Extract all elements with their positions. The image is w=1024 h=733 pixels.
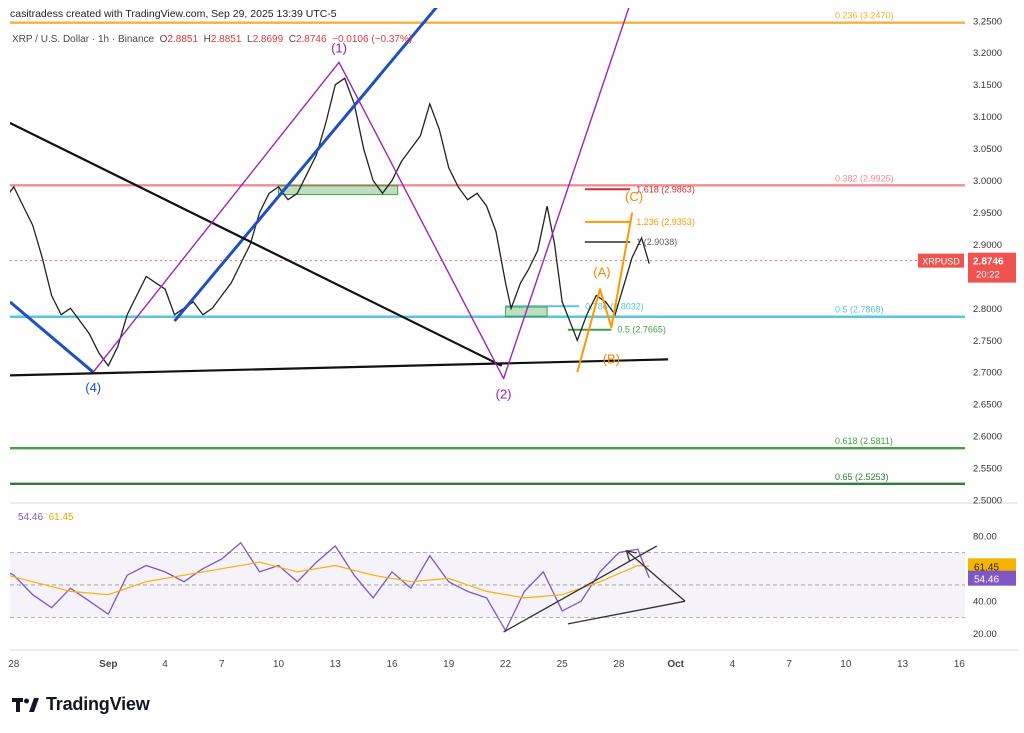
y-tick-label: 3.0000	[973, 176, 1002, 187]
symbol-legend: XRP / U.S. Dollar · 1h · Binance O2.8851…	[12, 34, 412, 45]
ext-level-label: 1.618 (2.9863)	[636, 184, 695, 194]
y-tick-label: 2.9000	[973, 240, 1002, 251]
rsi-series-line	[10, 541, 650, 632]
rsi-y-tick-label: 20.00	[973, 629, 997, 640]
wave-label: (A)	[593, 265, 610, 280]
x-tick-label: 28	[8, 659, 20, 670]
chart-credit: casitradess created with TradingView.com…	[10, 8, 337, 20]
y-tick-label: 2.7500	[973, 336, 1002, 347]
low-value: 2.8699	[252, 34, 284, 45]
x-tick-label: 10	[840, 659, 852, 670]
y-tick-label: 2.5500	[973, 464, 1002, 475]
brand-name: TradingView	[46, 694, 150, 714]
x-tick-label: Sep	[99, 659, 117, 670]
x-tick-label: Oct	[667, 659, 684, 670]
rsi-ma-series-line	[10, 561, 650, 599]
x-tick-label: 4	[162, 659, 168, 670]
rsi-ma-axis-tag	[968, 558, 1016, 574]
last-price-symbol-tag	[918, 253, 964, 268]
ext-level-label: 1 (2.9038)	[636, 237, 677, 247]
open-label: O	[159, 34, 168, 45]
y-tick-label: 2.5000	[973, 496, 1002, 507]
x-tick-label: 16	[954, 659, 966, 670]
close-value: 2.8746	[295, 34, 327, 45]
y-tick-label: 2.9500	[973, 208, 1002, 219]
rsi-ma-axis-value: 61.45	[974, 562, 999, 573]
wave-label: (1)	[331, 40, 347, 55]
y-tick-label: 2.7000	[973, 368, 1002, 379]
y-tick-label: 3.1500	[973, 80, 1002, 91]
rsi-legend-value: 54.46	[18, 512, 44, 523]
fib-level-label: 0.382 (2.9925)	[835, 173, 894, 183]
trend-line	[173, 8, 438, 323]
rsi-legend: 54.46 61.45	[18, 512, 74, 523]
trend-line	[10, 300, 95, 374]
fib-level-label: 0.618 (2.5811)	[835, 436, 893, 446]
y-tick-label: 2.8000	[973, 304, 1002, 315]
wave-label: (C)	[625, 189, 643, 204]
last-price-time: 20:22	[976, 270, 1000, 281]
rsi-ma-legend-value: 61.45	[48, 512, 74, 523]
wave-label: (B)	[603, 351, 620, 366]
rsi-y-tick-label: 80.00	[973, 532, 997, 543]
x-tick-label: 25	[557, 659, 569, 670]
wave-label: (2)	[496, 387, 512, 402]
support-zone	[278, 185, 399, 196]
x-tick-label: 10	[273, 659, 285, 670]
ext-level-label: 1.236 (2.9353)	[636, 217, 695, 227]
fib-level-label: 0.236 (3.2470)	[835, 11, 894, 21]
rsi-trend-line	[567, 600, 686, 625]
trend-line	[10, 358, 669, 377]
y-tick-label: 3.0500	[973, 144, 1002, 155]
last-price-axis-tag	[968, 252, 1016, 283]
rsi-trend-line	[503, 545, 658, 633]
x-tick-label: 28	[613, 659, 625, 670]
trend-line	[576, 212, 634, 373]
trend-line	[92, 8, 630, 380]
x-tick-label: 16	[386, 659, 398, 670]
y-tick-label: 3.1000	[973, 112, 1002, 123]
symbol-name: XRP / U.S. Dollar · 1h · Binance	[12, 34, 155, 45]
wave-label: (4)	[85, 380, 101, 395]
trend-line	[10, 122, 503, 367]
rsi-trend-line	[626, 550, 686, 602]
fib-level-label: 0.5 (2.7868)	[835, 305, 884, 315]
change-value: −0.0106 (−0.37%)	[332, 34, 413, 45]
last-price-value: 2.8746	[973, 257, 1004, 268]
x-tick-label: 4	[730, 659, 736, 670]
tradingview-icon	[12, 697, 39, 712]
low-label: L	[247, 34, 253, 45]
y-tick-label: 2.6000	[973, 432, 1002, 443]
y-tick-label: 2.6500	[973, 400, 1002, 411]
ext-level-label: 0.5 (2.7665)	[617, 325, 666, 335]
price-series-line	[10, 77, 650, 368]
tradingview-logo[interactable]: TradingView	[12, 694, 150, 715]
x-tick-label: 7	[219, 659, 225, 670]
open-value: 2.8851	[167, 34, 199, 45]
x-tick-label: 22	[500, 659, 512, 670]
y-tick-label: 3.2000	[973, 48, 1002, 59]
last-price-symbol: XRPUSD	[922, 257, 960, 267]
x-tick-label: 13	[897, 659, 909, 670]
fib-level-label: 0.65 (2.5253)	[835, 472, 889, 482]
y-tick-label: 3.2500	[973, 16, 1002, 27]
rsi-axis-tag	[968, 570, 1016, 586]
x-tick-label: 13	[330, 659, 342, 670]
rsi-arrow-head	[625, 549, 637, 562]
high-value: 2.8851	[210, 34, 242, 45]
x-tick-label: 19	[443, 659, 455, 670]
close-label: C	[288, 34, 296, 45]
rsi-axis-value: 54.46	[974, 575, 999, 586]
x-tick-label: 7	[786, 659, 792, 670]
rsi-y-tick-label: 40.00	[973, 597, 997, 608]
high-label: H	[203, 34, 211, 45]
